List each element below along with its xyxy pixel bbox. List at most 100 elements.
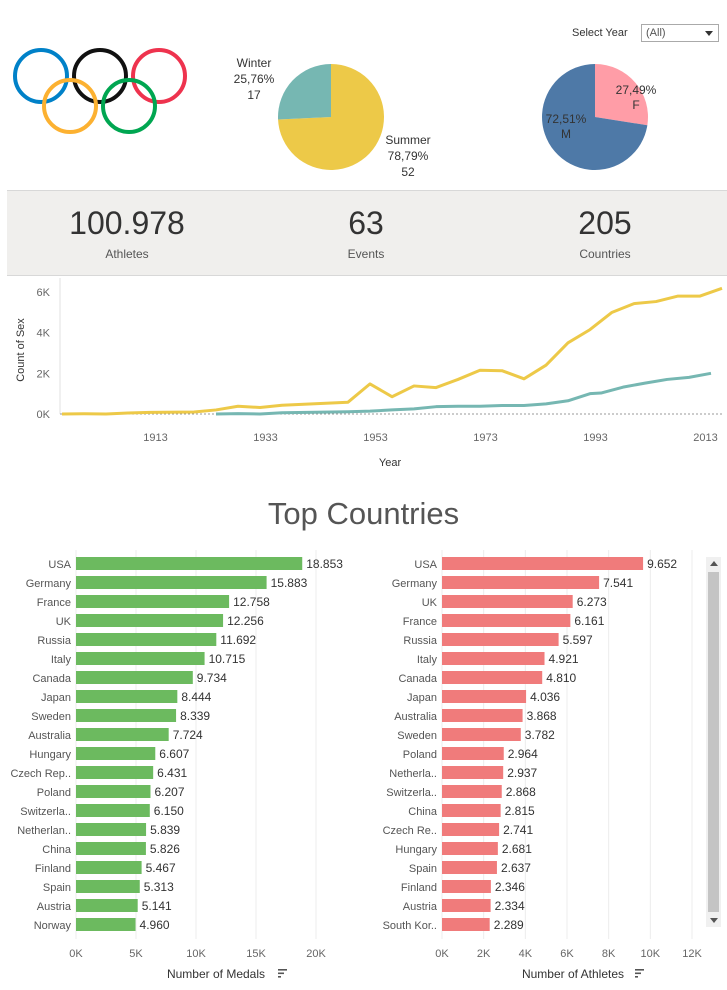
scroll-down-icon[interactable] bbox=[710, 918, 718, 923]
kpi-events-value: 63 bbox=[348, 205, 384, 241]
line-x-tick: 1993 bbox=[583, 432, 607, 444]
bar[interactable] bbox=[442, 747, 504, 760]
bar[interactable] bbox=[76, 690, 178, 703]
sex-pie-chart[interactable] bbox=[540, 62, 650, 172]
summer-count: 52 bbox=[401, 165, 415, 179]
bar-category-label: Australia bbox=[28, 730, 72, 742]
bar[interactable] bbox=[442, 899, 491, 912]
bar-value-label: 4.921 bbox=[549, 652, 579, 666]
summer-percent: 78,79% bbox=[387, 149, 429, 163]
bar[interactable] bbox=[442, 709, 523, 722]
bar-category-label: Finland bbox=[35, 863, 71, 875]
bar-value-label: 2.868 bbox=[506, 785, 536, 799]
bar-value-label: 3.782 bbox=[525, 728, 555, 742]
bar[interactable] bbox=[76, 633, 217, 646]
season-slice-summer[interactable] bbox=[278, 64, 384, 170]
bar-category-label: Russia bbox=[403, 635, 438, 647]
bar-value-label: 2.681 bbox=[502, 842, 532, 856]
athletes-chart-scrollbar[interactable] bbox=[706, 557, 721, 927]
bar[interactable] bbox=[76, 652, 205, 665]
athletes-bar-chart[interactable]: 0K 2K 4K 6K 8K 10K 12K USA 9.652 Germany 7.541 UK 6.… bbox=[372, 550, 706, 980]
bar[interactable] bbox=[76, 595, 230, 608]
bar[interactable] bbox=[76, 823, 147, 836]
bar[interactable] bbox=[442, 918, 490, 931]
bar[interactable] bbox=[76, 576, 267, 589]
bar[interactable] bbox=[76, 766, 154, 779]
bar-value-label: 4.036 bbox=[530, 690, 560, 704]
bar[interactable] bbox=[76, 880, 140, 893]
bar-x-tick: 2K bbox=[477, 948, 491, 960]
line-x-tick: 2013 bbox=[693, 432, 717, 444]
season-pie-chart[interactable] bbox=[276, 62, 386, 172]
bar[interactable] bbox=[76, 785, 151, 798]
bar-x-tick: 4K bbox=[519, 948, 533, 960]
bar[interactable] bbox=[442, 576, 600, 589]
bar[interactable] bbox=[76, 747, 156, 760]
year-select[interactable]: (All) bbox=[641, 24, 719, 42]
bar-category-label: Russia bbox=[37, 635, 72, 647]
bar[interactable] bbox=[442, 557, 644, 570]
bar-category-label: Italy bbox=[51, 654, 72, 666]
bar-category-label: South Kor.. bbox=[383, 920, 437, 932]
bar-x-tick: 15K bbox=[246, 948, 266, 960]
chevron-down-icon bbox=[705, 31, 713, 36]
line-series-1[interactable] bbox=[215, 371, 712, 416]
bar[interactable] bbox=[76, 709, 177, 722]
bar[interactable] bbox=[442, 671, 543, 684]
scrollbar-thumb[interactable] bbox=[708, 572, 719, 912]
bar[interactable] bbox=[442, 595, 573, 608]
bar[interactable] bbox=[442, 728, 521, 741]
bar[interactable] bbox=[442, 614, 571, 627]
bar[interactable] bbox=[442, 766, 504, 779]
bar[interactable] bbox=[442, 633, 559, 646]
bar[interactable] bbox=[442, 652, 545, 665]
line-y-tick: 2K bbox=[37, 368, 51, 380]
bar[interactable] bbox=[76, 861, 142, 874]
sort-icon[interactable] bbox=[635, 969, 644, 978]
bar-value-label: 6.161 bbox=[574, 614, 604, 628]
line-series-0[interactable] bbox=[61, 286, 723, 416]
scroll-up-icon[interactable] bbox=[710, 561, 718, 566]
bar-category-label: Poland bbox=[403, 749, 437, 761]
bar-category-label: Spain bbox=[43, 882, 71, 894]
bar-value-label: 10.715 bbox=[209, 652, 246, 666]
bar[interactable] bbox=[442, 861, 497, 874]
bar[interactable] bbox=[442, 823, 500, 836]
bar-category-label: Switzerla.. bbox=[20, 806, 71, 818]
bar[interactable] bbox=[442, 804, 501, 817]
bar[interactable] bbox=[76, 728, 169, 741]
sort-icon[interactable] bbox=[278, 969, 287, 978]
bar[interactable] bbox=[76, 614, 224, 627]
line-y-tick: 4K bbox=[37, 328, 51, 340]
winter-percent: 25,76% bbox=[233, 72, 275, 86]
line-y-tick: 6K bbox=[37, 287, 51, 299]
bar[interactable] bbox=[76, 804, 150, 817]
bar-category-label: Netherla.. bbox=[389, 768, 437, 780]
bar-value-label: 4.810 bbox=[546, 671, 576, 685]
bar[interactable] bbox=[76, 671, 193, 684]
sex-slice-f[interactable] bbox=[595, 64, 648, 126]
ring-black bbox=[72, 48, 128, 104]
bar-x-label: Number of Medals bbox=[167, 967, 265, 980]
kpi-events-label: Events bbox=[347, 247, 385, 261]
bar[interactable] bbox=[442, 880, 491, 893]
sex-slice-m[interactable] bbox=[542, 64, 648, 170]
bar[interactable] bbox=[76, 842, 146, 855]
bar[interactable] bbox=[442, 785, 502, 798]
bar[interactable] bbox=[76, 557, 303, 570]
line-x-tick: 1953 bbox=[363, 432, 387, 444]
bar-value-label: 2.334 bbox=[495, 899, 525, 913]
bar-x-tick: 10K bbox=[641, 948, 661, 960]
section-title: Top Countries bbox=[267, 496, 460, 531]
bar[interactable] bbox=[442, 690, 527, 703]
bar-value-label: 3.868 bbox=[527, 709, 557, 723]
medals-bar-chart[interactable]: 0K 5K 10K 15K 20K USA 18.853 Germany 15.883 Franc… bbox=[0, 550, 372, 980]
bar-value-label: 15.883 bbox=[271, 576, 308, 590]
line-x-tick: 1933 bbox=[253, 432, 277, 444]
bar[interactable] bbox=[442, 842, 498, 855]
season-slice-winter[interactable] bbox=[278, 64, 331, 120]
bar-value-label: 7.724 bbox=[173, 728, 203, 742]
bar[interactable] bbox=[76, 918, 136, 931]
athletes-by-year-line-chart[interactable]: 0K 2K 4K 6K 1913 1933 1953 1973 1993 2013 Year Coun… bbox=[0, 276, 727, 476]
bar[interactable] bbox=[76, 899, 138, 912]
